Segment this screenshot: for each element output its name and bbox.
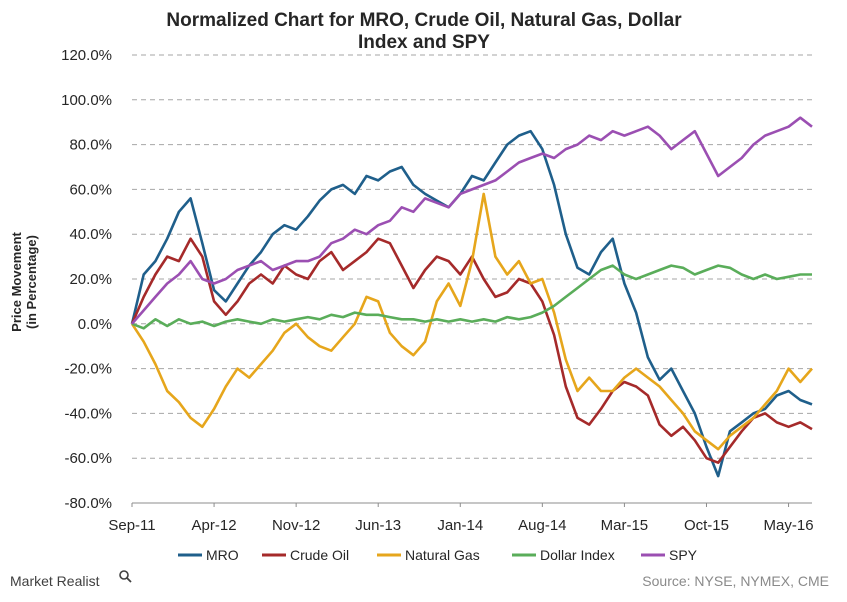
y-tick-label: 100.0% [61, 92, 112, 109]
y-axis-label-line: Price Movement [9, 231, 24, 331]
chart-title: Normalized Chart for MRO, Crude Oil, Nat… [166, 10, 682, 53]
series-line-spy [131, 116, 813, 325]
x-tick-label: Mar-15 [601, 517, 649, 534]
legend-label: Natural Gas [405, 547, 480, 563]
brand-logo: Market Realist [10, 570, 132, 589]
series-line-mro [130, 129, 813, 478]
legend-item-dollar-index: Dollar Index [512, 547, 615, 563]
x-tick-label: Apr-12 [192, 517, 237, 534]
brand-name: Market Realist [10, 573, 100, 589]
y-tick-label: -80.0% [64, 495, 112, 512]
chart-title-line: Index and SPY [358, 32, 490, 53]
magnifier-icon [119, 570, 132, 583]
legend-label: Dollar Index [540, 547, 615, 563]
legend-item-crude-oil: Crude Oil [262, 547, 349, 563]
y-tick-label: 40.0% [69, 226, 112, 243]
legend-item-spy: SPY [641, 547, 698, 563]
x-axis: Sep-11 Apr-12 Nov-12 Jun-13 Jan-14 Aug-14 Mar-… [108, 502, 814, 534]
legend-label: Crude Oil [290, 547, 349, 563]
series-lines [130, 116, 813, 478]
x-tick-label: Oct-15 [684, 517, 729, 534]
y-axis-ticks: -80.0% -60.0% -40.0% -20.0% 0.0% 20.0% 40.0% 60… [61, 47, 112, 512]
legend: MRO Crude Oil Natural Gas Dollar Index SPY [178, 547, 698, 563]
series-line-natural-gas [130, 192, 813, 451]
x-tick-label: Aug-14 [518, 517, 566, 534]
legend-label: MRO [206, 547, 239, 563]
y-tick-label: 20.0% [69, 271, 112, 288]
x-tick-label: Jan-14 [437, 517, 483, 534]
legend-label: SPY [669, 547, 698, 563]
y-tick-label: -20.0% [64, 361, 112, 378]
x-tick-label: Sep-11 [108, 517, 155, 534]
y-tick-label: 60.0% [69, 181, 112, 198]
legend-item-natural-gas: Natural Gas [377, 547, 480, 563]
y-axis-label-line: (in Percentage) [24, 235, 39, 329]
gridlines [132, 54, 812, 504]
y-tick-label: 0.0% [78, 316, 112, 333]
chart-title-line: Normalized Chart for MRO, Crude Oil, Nat… [166, 10, 682, 31]
y-axis-label: Price Movement (in Percentage) [9, 231, 39, 331]
y-tick-label: 80.0% [69, 137, 112, 154]
legend-item-mro: MRO [178, 547, 239, 563]
y-tick-label: -40.0% [64, 405, 112, 422]
x-tick-label: Nov-12 [272, 517, 320, 534]
series-line-dollar-index [131, 264, 812, 330]
y-tick-label: -60.0% [64, 450, 112, 467]
x-tick-label: May-16 [764, 517, 814, 534]
y-tick-label: 120.0% [61, 47, 112, 64]
x-tick-label: Jun-13 [355, 517, 401, 534]
source-note: Source: NYSE, NYMEX, CME [642, 573, 829, 589]
